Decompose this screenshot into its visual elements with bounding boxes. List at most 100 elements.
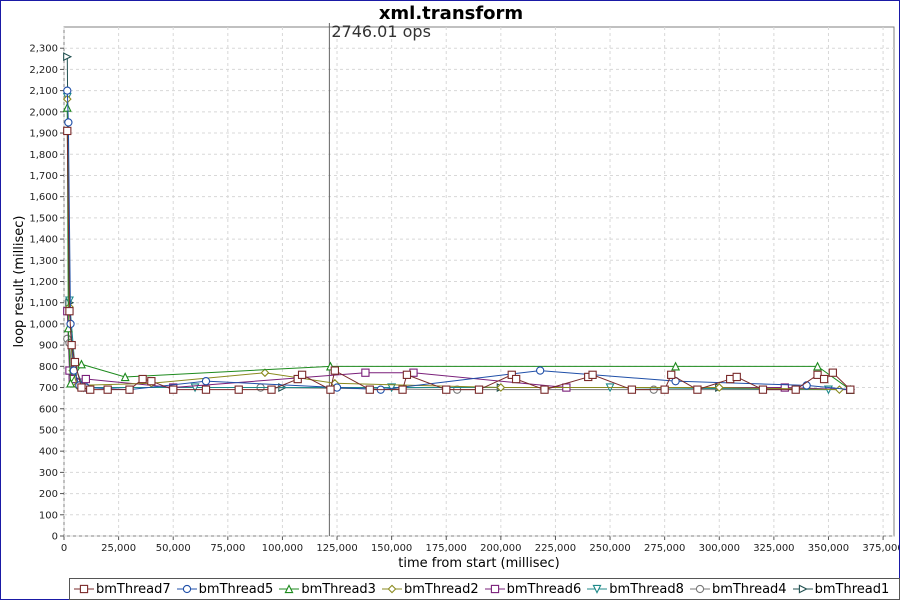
x-tick-label: 200,000	[480, 543, 521, 554]
y-tick-label: 0	[52, 532, 58, 543]
data-point-bmThread7	[169, 385, 178, 394]
legend-label: bmThread3	[301, 581, 376, 597]
y-tick-label: 1,800	[29, 150, 58, 161]
y-tick-label: 1,200	[29, 277, 58, 288]
x-tick-label: 0	[61, 543, 67, 554]
legend-swatch-marker	[284, 584, 294, 594]
data-point-bmThread7	[819, 374, 829, 384]
data-point-bmThread7	[846, 385, 855, 394]
y-tick-label: 600	[39, 404, 58, 415]
x-tick-label: 275,000	[644, 543, 685, 554]
y-tick-label: 1,600	[29, 192, 58, 203]
data-point-bmThread7	[330, 366, 339, 375]
y-tick-label: 400	[39, 447, 58, 458]
data-point-bmThread3	[120, 372, 130, 382]
y-tick-label: 1,500	[29, 213, 58, 224]
x-tick-label: 100,000	[262, 543, 303, 554]
data-point-bmThread7	[326, 385, 335, 394]
legend-label: bmThread5	[198, 581, 274, 597]
data-point-bmThread5	[201, 377, 211, 386]
data-point-bmThread7	[103, 385, 112, 394]
y-axis-label: loop result (millisec)	[12, 216, 27, 348]
data-point-bmThread7	[828, 368, 837, 377]
x-tick-label: 25,000	[101, 543, 136, 554]
legend-label: bmThread7	[96, 581, 171, 597]
data-point-bmThread5	[63, 86, 72, 95]
legend-item-bmThread6: bmThread6	[484, 582, 581, 597]
data-point-bmThread7	[507, 370, 516, 379]
data-point-bmThread7	[138, 374, 147, 384]
data-point-bmThread7	[693, 385, 702, 394]
legend-swatch-icon	[689, 584, 710, 594]
data-point-bmThread2	[260, 368, 270, 378]
data-point-bmThread7	[442, 385, 451, 394]
chart-legend: bmThread7 bmThread5 bmThread3 bmThread2 bmTh…	[69, 578, 900, 600]
data-point-bmThread7	[511, 374, 521, 384]
data-point-bmThread5	[802, 381, 811, 390]
y-tick-label: 2,300	[29, 44, 58, 55]
data-point-bmThread3	[76, 359, 86, 369]
legend-swatch-icon	[381, 584, 402, 594]
data-point-bmThread7	[627, 385, 637, 394]
y-tick-label: 500	[39, 425, 58, 436]
legend-swatch-marker	[182, 584, 191, 594]
data-point-bmThread7	[201, 385, 211, 394]
data-point-bmThread7	[791, 385, 800, 394]
data-point-bmThread7	[667, 370, 676, 379]
data-point-bmThread7	[398, 385, 407, 394]
y-tick-label: 1,700	[29, 171, 58, 182]
legend-swatch-icon	[176, 584, 197, 594]
data-point-bmThread6	[361, 368, 370, 377]
x-tick-label: 325,000	[753, 543, 794, 554]
legend-label: bmThread1	[814, 581, 890, 597]
legend-item-bmThread5: bmThread5	[176, 581, 274, 597]
data-point-bmThread7	[758, 385, 768, 394]
data-point-bmThread6	[81, 374, 90, 384]
chart-title: xml.transform	[379, 3, 523, 24]
data-point-bmThread7	[732, 372, 741, 382]
legend-item-bmThread7: bmThread7	[74, 582, 171, 597]
y-tick-label: 2,200	[29, 65, 58, 76]
data-point-bmThread2	[496, 383, 506, 392]
y-tick-label: 1,900	[29, 129, 58, 140]
legend-item-bmThread4: bmThread4	[689, 581, 787, 597]
data-point-bmThread7	[67, 340, 76, 350]
y-tick-label: 1,300	[29, 256, 58, 267]
legend-label: bmThread8	[609, 581, 684, 597]
data-point-bmThread3	[671, 361, 681, 371]
legend-item-bmThread2: bmThread2	[381, 582, 479, 597]
y-tick-label: 1,000	[29, 319, 58, 330]
legend-label: bmThread4	[711, 581, 787, 597]
x-tick-label: 125,000	[316, 543, 357, 554]
x-tick-label: 175,000	[426, 543, 467, 554]
y-tick-label: 200	[39, 489, 58, 500]
data-point-bmThread5	[64, 118, 73, 127]
legend-swatch-marker	[695, 584, 705, 594]
y-tick-label: 1,100	[29, 298, 58, 309]
annotation-label: 2746.01 ops	[331, 22, 431, 41]
data-point-bmThread7	[540, 385, 549, 394]
y-tick-label: 700	[39, 383, 58, 394]
legend-item-bmThread1: bmThread1	[792, 581, 890, 597]
y-tick-label: 100	[39, 510, 58, 521]
legend-swatch-icon	[484, 584, 505, 594]
data-point-bmThread7	[293, 374, 302, 384]
legend-swatch-marker	[490, 584, 499, 594]
data-point-bmThread6	[780, 383, 789, 392]
y-tick-label: 800	[39, 362, 58, 373]
data-point-bmThread1	[63, 52, 73, 62]
data-point-bmThread7	[234, 385, 243, 394]
legend-swatch-icon	[792, 584, 813, 594]
data-point-bmThread7	[125, 385, 134, 394]
data-point-bmThread7	[86, 385, 95, 394]
data-point-bmThread7	[365, 385, 374, 394]
legend-swatch-icon	[279, 584, 300, 594]
data-point-bmThread7	[402, 370, 412, 379]
y-tick-label: 300	[39, 468, 58, 479]
x-tick-label: 300,000	[699, 543, 740, 554]
data-point-bmThread7	[474, 385, 484, 394]
data-point-bmThread7	[77, 383, 86, 392]
x-tick-label: 225,000	[535, 543, 576, 554]
data-point-bmThread7	[147, 377, 156, 386]
